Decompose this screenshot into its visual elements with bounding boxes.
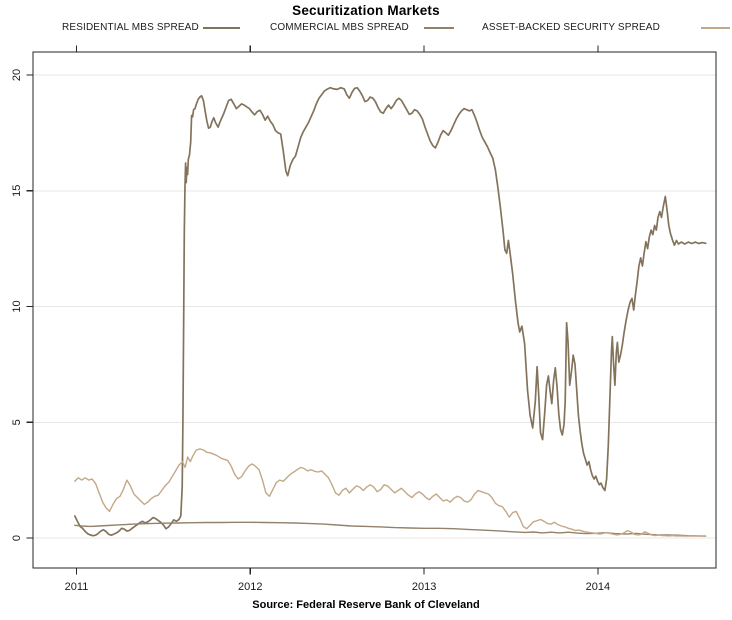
y-tick-label: 10 <box>11 300 23 312</box>
legend-label-commercial-mbs-spread: COMMERCIAL MBS SPREAD <box>270 22 409 33</box>
x-tick-label: 2011 <box>65 581 89 593</box>
series-line-residential-mbs-spread <box>73 86 707 537</box>
x-tick-label: 2012 <box>238 581 262 593</box>
series-line-asset-backed-security-spread <box>74 448 707 537</box>
y-tick-label: 15 <box>11 185 23 197</box>
y-tick-label: 5 <box>11 419 23 425</box>
legend-swatch-commercial-mbs-spread <box>424 27 454 29</box>
x-tick-label: 2014 <box>586 581 610 593</box>
legend-label-asset-backed-security-spread: ASSET-BACKED SECURITY SPREAD <box>482 22 660 33</box>
plot-frame <box>32 51 717 569</box>
series-line-commercial-mbs-spread <box>74 521 707 537</box>
x-tick-label: 2013 <box>412 581 436 593</box>
source-caption: Source: Federal Reserve Bank of Clevelan… <box>252 599 480 611</box>
legend-swatch-residential-mbs-spread <box>203 27 240 29</box>
chart-title: Securitization Markets <box>292 3 440 18</box>
y-tick-label: 20 <box>11 69 23 81</box>
legend-swatch-asset-backed-security-spread <box>701 27 730 29</box>
legend-label-residential-mbs-spread: RESIDENTIAL MBS SPREAD <box>62 22 199 33</box>
y-tick-label: 0 <box>11 535 23 541</box>
